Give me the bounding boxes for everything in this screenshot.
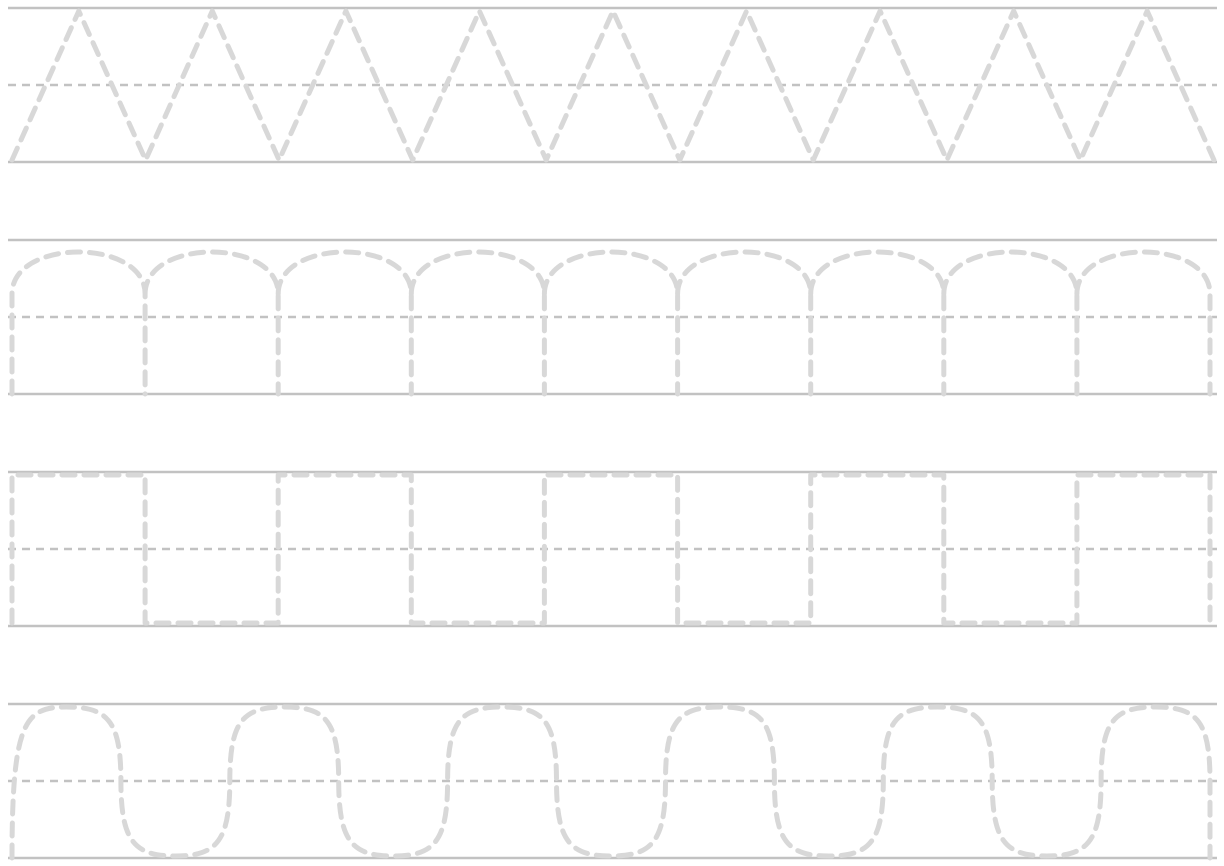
trace-path-wave <box>9 704 1213 861</box>
practice-row-zigzag <box>8 6 1217 164</box>
trace-path-zigzag <box>9 8 1217 163</box>
trace-path-arches <box>9 249 1213 397</box>
practice-row-wave <box>8 702 1217 861</box>
trace-path-square-wave <box>9 472 1213 626</box>
practice-rows <box>8 6 1217 861</box>
practice-row-arches <box>8 238 1217 397</box>
practice-row-square-wave <box>8 470 1217 628</box>
